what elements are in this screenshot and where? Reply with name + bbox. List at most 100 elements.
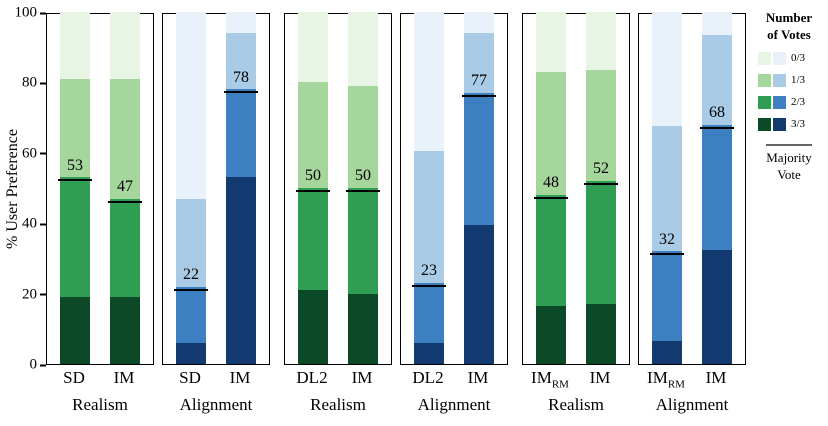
legend-swatch-blue (773, 117, 786, 131)
bar-segment-3of3 (702, 249, 732, 364)
x-tick-label-text: SD (63, 368, 85, 387)
majority-value-label: 68 (709, 103, 725, 121)
bar-segment-0of3 (414, 12, 444, 152)
bar-segment-2of3 (60, 177, 90, 298)
panel-plot-area: 48 52 (522, 12, 630, 365)
x-tick-label-text: DL2 (296, 368, 328, 387)
legend-swatch-green (758, 51, 771, 65)
bar-segment-0of3 (176, 12, 206, 199)
x-tick-label: IM (332, 368, 392, 388)
panel-group-label: Realism (548, 395, 604, 414)
majority-vote-line (534, 197, 568, 200)
x-tick-label-text: IM (589, 368, 611, 387)
legend-entry: 2/3 (750, 95, 828, 109)
bar-segment-0of3 (226, 12, 256, 34)
x-tick-label-text: IM (467, 368, 489, 387)
y-tick-mark (40, 12, 46, 14)
majority-value-label: 77 (471, 72, 487, 90)
majority-value-label: 50 (305, 167, 321, 185)
legend-swatch-green (758, 73, 771, 87)
y-tick: 60 (22, 146, 46, 161)
panel-plot-area: 50 50 (284, 12, 392, 365)
majority-vote-line (650, 253, 684, 256)
bar-segment-1of3 (176, 198, 206, 287)
y-tick-label: 80 (22, 74, 37, 91)
bar-segment-3of3 (414, 342, 444, 364)
x-tick-label-text: IM (531, 368, 552, 387)
x-tick-labels: IMRM IM (638, 368, 746, 392)
bar-segment-1of3 (652, 126, 682, 252)
panel-group-label: Alignment (417, 395, 491, 414)
x-tick-label-text: IM (113, 368, 135, 387)
bar-segment-0of3 (652, 12, 682, 127)
legend-swatch-green (758, 95, 771, 109)
x-tick-label: SD (160, 368, 220, 388)
legend-entry: 1/3 (750, 73, 828, 87)
x-tick-label-text: IM (229, 368, 251, 387)
bar-segment-2of3 (652, 251, 682, 342)
panel: 23 77 DL2 IM Alignment (400, 12, 508, 415)
bar-segment-0of3 (348, 12, 378, 86)
bar-segment-2of3 (176, 286, 206, 343)
bar-segment-3of3 (226, 177, 256, 364)
majority-value-label: 22 (183, 265, 199, 283)
panel-group-label: Realism (72, 395, 128, 414)
x-tick-label: IMRM (520, 368, 580, 390)
panel-plot-area: 53 47 (46, 12, 154, 365)
x-tick-label-text: IM (351, 368, 373, 387)
stacked-bar (348, 12, 378, 364)
y-tick-mark (40, 364, 46, 366)
y-tick-label: 100 (14, 4, 38, 21)
bar-segment-1of3 (464, 33, 494, 93)
bar-segment-3of3 (586, 304, 616, 364)
bar-segment-3of3 (298, 290, 328, 364)
bar-segment-2of3 (414, 283, 444, 343)
y-tick: 0 (30, 357, 46, 373)
majority-vote-line (108, 200, 142, 203)
bar-segment-3of3 (464, 224, 494, 364)
legend-majority: Majority Vote (750, 143, 828, 184)
majority-vote-line (296, 190, 330, 192)
x-tick-label-text: DL2 (412, 368, 444, 387)
legend-entries: 0/3 1/3 2/3 3/3 (750, 51, 828, 131)
majority-value-label: 47 (117, 177, 133, 195)
majority-value-label: 23 (421, 262, 437, 280)
bar-segment-0of3 (60, 12, 90, 79)
majority-vote-line (462, 94, 496, 97)
bar-segment-3of3 (176, 342, 206, 364)
y-tick-label: 20 (22, 286, 37, 303)
majority-vote-line (224, 91, 258, 94)
stacked-bar (110, 12, 140, 364)
panel-plot-area: 23 77 (400, 12, 508, 365)
stacked-bar (652, 12, 682, 364)
x-tick-label: DL2 (282, 368, 342, 388)
bar-segment-1of3 (60, 78, 90, 178)
y-tick: 80 (22, 74, 46, 91)
y-tick-label: 40 (22, 215, 37, 232)
panel-group-label: Alignment (179, 395, 253, 414)
legend-entry-label: 3/3 (791, 118, 806, 131)
bar-segment-2of3 (110, 198, 140, 298)
bar-segment-1of3 (348, 85, 378, 188)
panel-plot-area: 22 78 (162, 12, 270, 365)
majority-vote-line-symbol (766, 143, 812, 146)
majority-vote-line (584, 182, 618, 185)
stacked-bar (536, 12, 566, 364)
bar-segment-0of3 (536, 12, 566, 72)
stacked-bar (464, 12, 494, 364)
y-tick-mark (40, 223, 46, 226)
x-tick-labels: IMRM IM (522, 368, 630, 392)
majority-vote-line (346, 190, 380, 192)
x-tick-labels: DL2 IM (284, 368, 392, 392)
x-tick-label-text: IM (705, 368, 727, 387)
bar-segment-3of3 (348, 293, 378, 364)
bar-segment-1of3 (586, 70, 616, 181)
x-tick-label: IM (210, 368, 270, 388)
bar-segment-3of3 (110, 297, 140, 364)
panel: 48 52 IMRM IM Realism (522, 12, 630, 415)
legend-title: Number of Votes (765, 10, 813, 42)
stacked-bar (60, 12, 90, 364)
bar-segment-2of3 (298, 188, 328, 291)
stacked-bar (414, 12, 444, 364)
bar-segment-3of3 (60, 297, 90, 364)
